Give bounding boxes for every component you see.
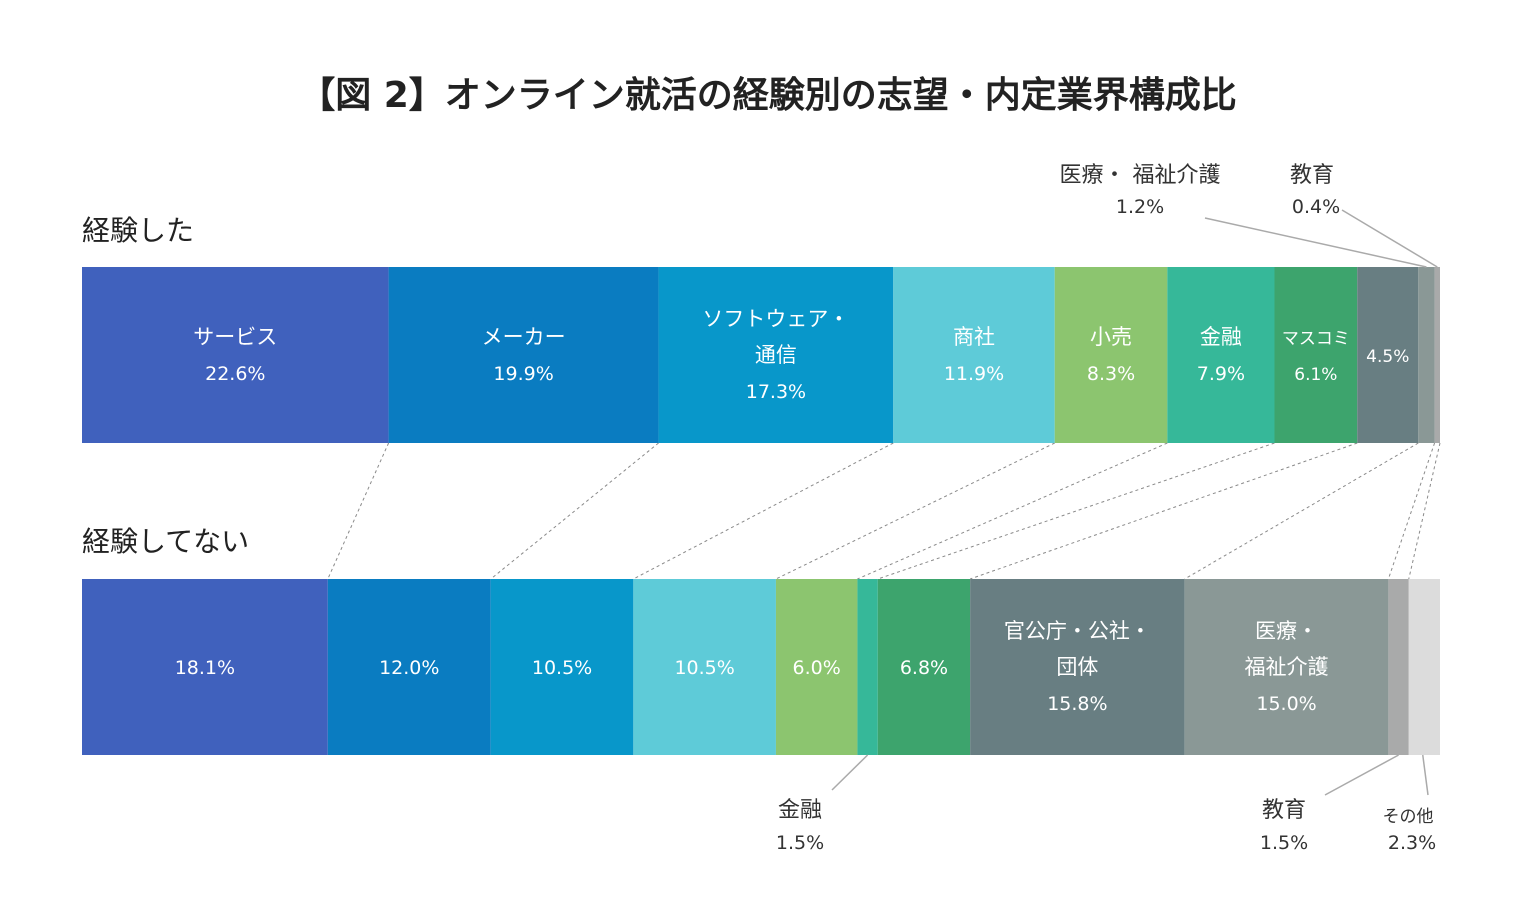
bar-segment-finance — [857, 579, 878, 755]
bar-segment-other — [1408, 579, 1440, 755]
callout-name: 教育 — [1262, 798, 1306, 823]
bar-value-label: 11.9% — [944, 363, 1004, 385]
leader-line — [1324, 754, 1399, 796]
bar-segment-software — [658, 267, 894, 443]
bar-value-label: 19.9% — [493, 363, 553, 385]
bar-segment-trading — [893, 267, 1055, 443]
row-label-experienced: 経験した — [82, 214, 194, 247]
bar-value-label: 10.5% — [532, 657, 592, 679]
callout-name: 医療・ 福祉介護 — [1060, 163, 1221, 188]
bar-category-label: メーカー — [482, 325, 566, 349]
bar-value-label: 15.0% — [1256, 693, 1316, 715]
bar-value-label: 12.0% — [379, 657, 439, 679]
bar-segment-media — [1274, 267, 1358, 443]
bar-value-label: 15.8% — [1047, 693, 1107, 715]
connector-line — [1408, 442, 1441, 580]
bar-value-label: 8.3% — [1087, 363, 1135, 385]
bar-value-label: 6.1% — [1294, 365, 1337, 385]
bar-segment-maker — [388, 267, 659, 443]
bar-segment-retail — [1054, 267, 1168, 443]
callout-value: 2.3% — [1388, 832, 1436, 854]
chart-title: 【図 2】オンライン就活の経験別の志望・内定業界構成比 — [299, 75, 1237, 116]
bar-category-label: マスコミ — [1282, 329, 1350, 349]
bar-category-label: 官公庁・公社・ — [1004, 619, 1151, 643]
bar-segment-public — [1357, 267, 1419, 443]
connector-line — [633, 442, 894, 580]
bar-segment-maker — [327, 579, 491, 755]
bar-value-label: 22.6% — [205, 363, 265, 385]
bar-segment-service — [82, 579, 328, 755]
callout-name: 教育 — [1290, 163, 1334, 188]
connector-line — [1184, 442, 1419, 580]
bar-category-label: 団体 — [1056, 655, 1098, 679]
bar-segment-public — [970, 579, 1185, 755]
bar-segment-software — [490, 579, 634, 755]
connector-line — [327, 442, 390, 580]
bar-segments — [82, 267, 1440, 755]
bar-category-label: 医療・ — [1255, 619, 1318, 643]
bar-segment-trading — [633, 579, 776, 755]
bar-category-label: ソフトウェア・ — [702, 307, 849, 331]
row-label-not-experienced: 経験してない — [82, 525, 249, 558]
callout-value: 1.5% — [1260, 832, 1308, 854]
callout-name: 金融 — [778, 798, 822, 823]
bar-category-label: 金融 — [1200, 325, 1242, 349]
connector-lines — [327, 442, 1441, 580]
bar-value-label: 17.3% — [746, 381, 806, 403]
bar-segment-education — [1388, 579, 1409, 755]
bar-category-label: サービス — [193, 325, 277, 349]
leader-line — [831, 754, 869, 791]
bar-category-label: 商社 — [953, 325, 995, 349]
callout-value: 1.5% — [776, 832, 824, 854]
leader-line — [1341, 209, 1438, 268]
bar-segment-medical — [1418, 267, 1435, 443]
bar-segment-education — [1434, 267, 1440, 443]
bar-value-label: 6.8% — [900, 657, 948, 679]
callout-labels: 医療・ 福祉介護 1.2% 教育 0.4% 金融 1.5% 教育 1.5% その他 2.3% — [776, 163, 1438, 854]
bar-segment-retail — [775, 579, 858, 755]
callout-value: 0.4% — [1292, 196, 1340, 218]
connector-line — [877, 442, 1275, 580]
bar-segment-media — [877, 579, 971, 755]
connector-line — [775, 442, 1055, 580]
bar-value-label: 6.0% — [793, 657, 841, 679]
connector-line — [490, 442, 659, 580]
bar-segment-service — [82, 267, 389, 443]
bar-segment-finance — [1167, 267, 1275, 443]
connector-line — [857, 442, 1168, 580]
bar-value-label: 10.5% — [674, 657, 734, 679]
bar-value-label: 4.5% — [1366, 347, 1409, 367]
connector-line — [969, 442, 1358, 580]
bar-category-label: 福祉介護 — [1245, 655, 1329, 679]
callout-value: 1.2% — [1116, 196, 1164, 218]
bar-category-label: 小売 — [1090, 325, 1132, 349]
bar-value-label: 7.9% — [1197, 363, 1245, 385]
callout-name: その他 — [1383, 807, 1434, 827]
bar-category-label: 通信 — [755, 343, 797, 367]
bar-segment-medical — [1184, 579, 1389, 755]
bar-labels: サービス 22.6% メーカー 19.9% ソフトウェア・通信 17.3% 商社 11.9% 小… — [175, 307, 1410, 715]
leader-line — [1204, 217, 1427, 268]
connector-line — [1387, 442, 1436, 580]
bar-value-label: 18.1% — [175, 657, 235, 679]
leader-line — [1422, 754, 1429, 796]
